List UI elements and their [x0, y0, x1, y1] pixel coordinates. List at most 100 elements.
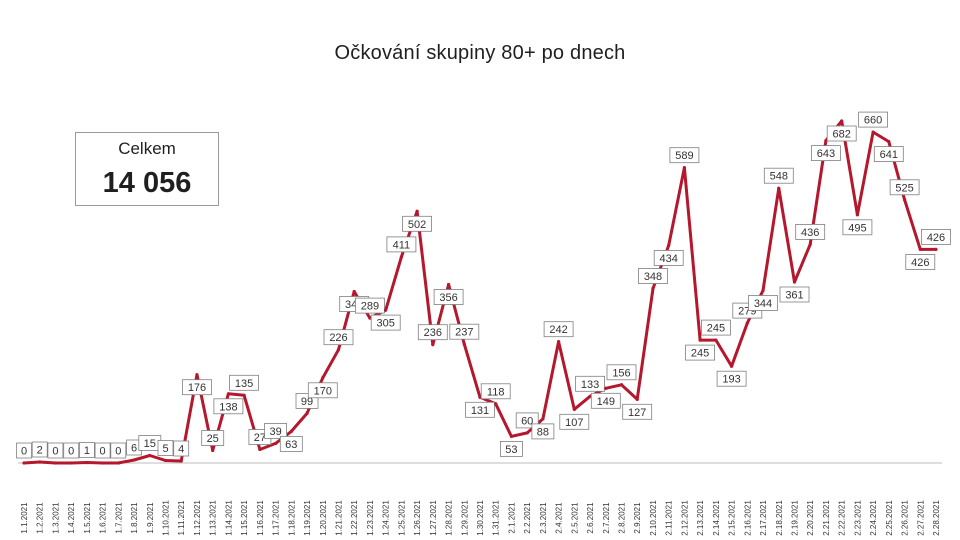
data-label: 127 — [622, 403, 653, 420]
svg-text:149: 149 — [597, 396, 615, 408]
data-point — [101, 461, 105, 465]
svg-text:0: 0 — [21, 446, 27, 458]
svg-text:643: 643 — [817, 148, 835, 160]
svg-text:305: 305 — [377, 318, 395, 330]
data-point — [478, 395, 482, 399]
data-point — [242, 393, 246, 397]
data-point — [808, 242, 812, 246]
data-point — [85, 460, 89, 465]
svg-text:0: 0 — [68, 446, 74, 458]
x-tick-label: 2.25.2021 — [885, 500, 894, 536]
svg-text:156: 156 — [612, 367, 630, 379]
data-label: 135 — [229, 374, 260, 391]
data-point — [431, 343, 435, 347]
data-point — [918, 247, 922, 251]
x-tick-label: 2.22.2021 — [838, 500, 847, 536]
data-label: 361 — [779, 286, 810, 303]
svg-text:193: 193 — [722, 374, 740, 386]
data-point — [226, 392, 231, 396]
data-label: 682 — [826, 125, 857, 142]
data-point — [824, 138, 828, 143]
data-point — [525, 431, 529, 435]
x-tick-label: 2.24.2021 — [869, 500, 878, 536]
data-label: 63 — [279, 435, 303, 452]
svg-text:127: 127 — [628, 407, 646, 419]
data-point — [761, 288, 765, 293]
data-label: 25 — [201, 430, 225, 446]
data-label: 434 — [653, 249, 684, 266]
svg-text:135: 135 — [235, 378, 253, 390]
x-tick-label: 2.27.2021 — [916, 500, 925, 536]
data-point — [336, 348, 341, 352]
svg-text:237: 237 — [455, 327, 473, 339]
svg-text:99: 99 — [301, 396, 313, 408]
svg-text:682: 682 — [833, 129, 851, 141]
data-label: 426 — [921, 228, 951, 245]
x-tick-label: 1.12.2021 — [193, 500, 202, 536]
data-label: 411 — [386, 236, 417, 253]
data-label: 2 — [31, 441, 48, 458]
data-label: 107 — [559, 413, 590, 430]
x-tick-label: 1.15.2021 — [240, 500, 249, 536]
x-tick-label: 1.3.2021 — [51, 502, 60, 534]
data-point — [509, 434, 514, 439]
svg-text:495: 495 — [848, 222, 866, 234]
x-tick-label: 1.9.2021 — [146, 502, 155, 534]
data-point — [541, 417, 545, 421]
data-point — [777, 186, 781, 190]
data-point — [619, 383, 624, 387]
svg-text:236: 236 — [424, 327, 442, 339]
data-label: 589 — [669, 147, 700, 164]
data-label: 149 — [590, 392, 621, 409]
data-label: 133 — [575, 375, 605, 392]
total-label: Celkem — [118, 139, 176, 158]
svg-text:226: 226 — [329, 332, 347, 344]
svg-text:434: 434 — [660, 253, 678, 265]
x-tick-label: 2.21.2021 — [822, 500, 831, 536]
x-tick-label: 2.16.2021 — [743, 500, 752, 536]
x-tick-label: 2.7.2021 — [602, 502, 611, 534]
data-point — [729, 364, 734, 368]
data-label: 176 — [182, 379, 212, 396]
x-tick-label: 1.25.2021 — [397, 500, 406, 536]
svg-text:348: 348 — [644, 271, 662, 283]
data-point — [352, 289, 356, 294]
svg-text:548: 548 — [770, 171, 788, 183]
x-tick-label: 1.13.2021 — [209, 500, 218, 536]
x-tick-label: 2.9.2021 — [633, 502, 642, 534]
x-tick-label: 1.7.2021 — [114, 502, 123, 534]
svg-text:25: 25 — [207, 433, 219, 445]
x-tick-label: 2.28.2021 — [932, 500, 941, 536]
data-label: 0 — [47, 442, 64, 459]
data-point — [446, 282, 451, 287]
svg-text:118: 118 — [487, 386, 505, 398]
data-point — [934, 247, 938, 251]
svg-text:525: 525 — [895, 182, 913, 194]
data-label: 548 — [763, 167, 794, 184]
data-point — [792, 280, 797, 284]
data-point — [494, 402, 498, 406]
x-tick-label: 1.28.2021 — [445, 500, 454, 536]
x-tick-label: 1.22.2021 — [350, 500, 359, 536]
svg-text:107: 107 — [565, 417, 583, 429]
data-label: 5 — [157, 440, 174, 456]
data-point — [195, 373, 199, 377]
svg-text:289: 289 — [361, 301, 379, 313]
svg-text:176: 176 — [188, 382, 206, 394]
svg-text:63: 63 — [285, 439, 297, 451]
data-label: 88 — [531, 423, 555, 440]
x-tick-label: 2.13.2021 — [696, 500, 705, 536]
svg-text:6: 6 — [131, 443, 137, 455]
x-tick-label: 1.2.2021 — [36, 502, 45, 534]
data-label: 131 — [465, 401, 495, 418]
x-tick-label: 2.6.2021 — [586, 502, 595, 534]
x-tick-label: 2.17.2021 — [759, 500, 768, 536]
data-point — [116, 461, 120, 465]
data-point — [163, 458, 168, 463]
svg-text:361: 361 — [785, 290, 803, 302]
data-point — [273, 441, 278, 446]
svg-text:589: 589 — [675, 150, 693, 162]
x-tick-label: 2.8.2021 — [618, 502, 627, 534]
data-point — [132, 458, 136, 462]
data-label: 305 — [370, 314, 401, 331]
